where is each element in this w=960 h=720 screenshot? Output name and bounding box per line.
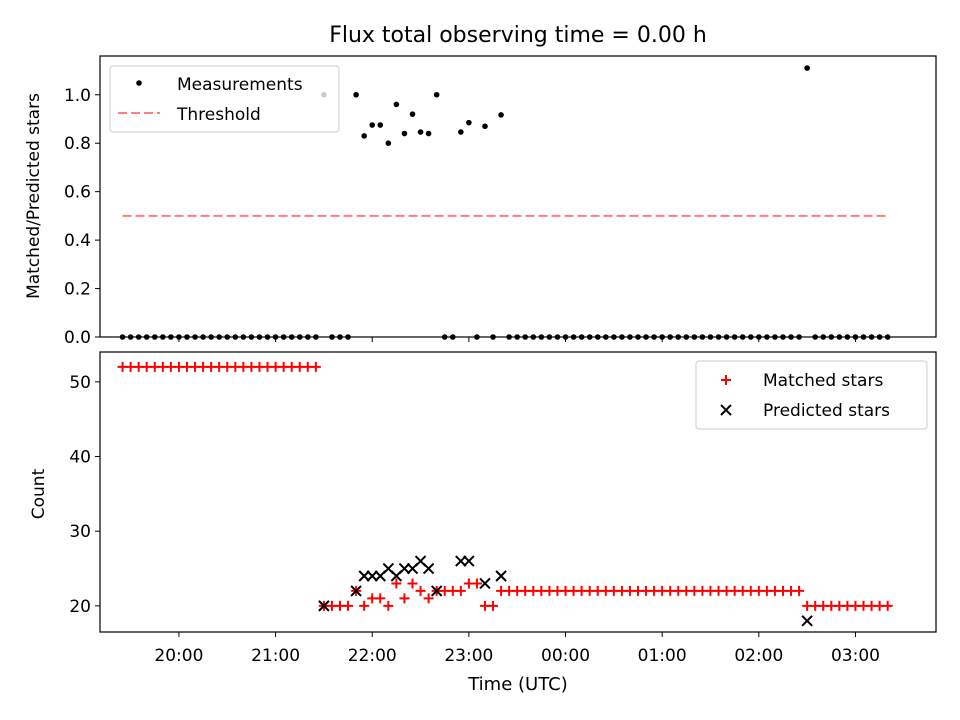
top-chart-legend: Measurements Threshold [109, 65, 340, 133]
top-chart-plot-area: 0.0 0.2 0.4 0.6 0.8 1.0 [64, 55, 937, 348]
measurement-point [482, 123, 488, 130]
bottom-x-tick-label: 02:00 [734, 646, 783, 666]
top-y-tick-label: 1.0 [64, 86, 91, 106]
predicted-star-point [495, 570, 507, 582]
measurement-point [466, 119, 472, 126]
bottom-chart-y-axis-label: Count [29, 468, 49, 519]
top-chart-y-axis-label: Matched/Predicted stars [24, 93, 44, 299]
bottom-x-tick-label: 22:00 [348, 646, 397, 666]
measurement-point [425, 130, 432, 137]
bottom-x-tick-label: 20:00 [154, 646, 203, 666]
matched-star-point [359, 600, 370, 611]
measurement-point [458, 129, 464, 135]
bottom-chart-legend: Matched stars Predicted stars [695, 360, 928, 430]
top-chart-frame [99, 55, 937, 338]
bottom-x-tick-label: 00:00 [541, 646, 590, 666]
measurement-point [361, 133, 367, 139]
measurement-point [417, 129, 424, 135]
legend-measurements-label: Measurements [177, 75, 303, 95]
top-legend-frame [109, 65, 340, 133]
measurement-point [498, 112, 504, 118]
legend-threshold-label: Threshold [176, 105, 261, 125]
legend-matched-label: Matched stars [763, 371, 883, 391]
matched-star-point [383, 600, 394, 611]
matched-star-point [415, 585, 426, 596]
legend-predicted-swatch [720, 404, 732, 416]
bottom-x-tick-label: 03:00 [831, 646, 880, 666]
predicted-star-point [463, 555, 475, 567]
predicted-star-point [801, 615, 813, 627]
bottom-chart-plot-area: 20 30 40 50 20:00 21:00 22:00 23:00 00:00 01:00 02… [69, 351, 937, 666]
top-y-tick-label: 0.0 [64, 328, 91, 348]
top-chart-title: Flux total observing time = 0.00 h [329, 23, 707, 48]
predicted-star-point [430, 585, 443, 597]
bottom-chart-frame [99, 351, 937, 633]
matched-star-point [794, 585, 805, 596]
legend-measurement-swatch [136, 80, 142, 86]
bottom-x-tick-label: 23:00 [444, 646, 493, 666]
matched-star-point [455, 585, 466, 596]
bottom-y-tick-label: 30 [69, 522, 91, 542]
matched-star-point [488, 600, 499, 611]
matched-star-point [343, 600, 354, 611]
predicted-star-point [318, 600, 330, 612]
matched-star-point [310, 361, 321, 372]
matched-star-point [423, 593, 434, 604]
legend-matched-swatch [721, 375, 731, 385]
measurement-point [385, 140, 392, 147]
measurement-point [804, 65, 810, 71]
measurement-point [369, 122, 376, 128]
bottom-y-tick-label: 50 [69, 373, 91, 393]
bottom-x-tick-label: 21:00 [251, 646, 300, 666]
bottom-legend-frame [695, 360, 928, 430]
measurement-point [377, 122, 384, 128]
predicted-star-point [422, 562, 435, 575]
bottom-chart-x-axis-label: Time (UTC) [467, 674, 568, 695]
matched-star-point [471, 578, 482, 589]
matched-star-point [399, 593, 410, 604]
matched-star-point [882, 600, 893, 611]
measurement-point [353, 91, 359, 98]
matched-star-point [407, 578, 418, 589]
measurement-point [409, 111, 416, 117]
predicted-star-point [350, 585, 362, 597]
bottom-y-tick-label: 40 [69, 448, 91, 468]
matched-star-point [375, 593, 386, 604]
top-y-tick-label: 0.2 [64, 280, 91, 300]
measurement-point [393, 101, 400, 108]
measurement-point [433, 91, 440, 98]
measurement-point [401, 130, 408, 137]
predicted-star-point [479, 577, 491, 590]
legend-predicted-label: Predicted stars [763, 401, 890, 421]
top-y-tick-label: 0.4 [64, 231, 91, 251]
bottom-x-tick-label: 01:00 [638, 646, 687, 666]
matched-star-point [391, 578, 402, 589]
top-y-tick-label: 0.6 [64, 183, 91, 203]
top-y-tick-label: 0.8 [64, 134, 91, 154]
bottom-y-tick-label: 20 [69, 597, 91, 617]
